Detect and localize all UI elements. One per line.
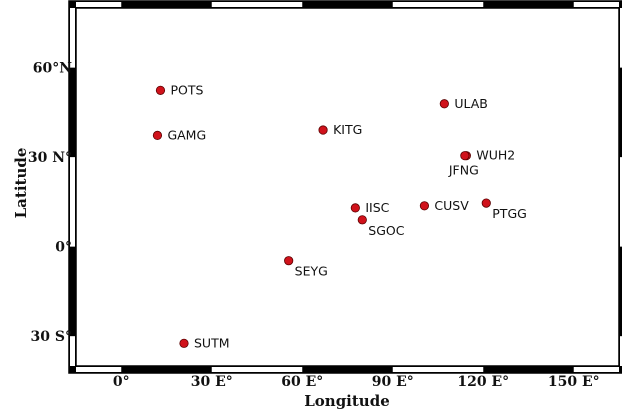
plot-area <box>76 8 619 366</box>
y-tick-label: 60°N <box>33 61 72 77</box>
station-label-seyg: SEYG <box>295 264 328 279</box>
x-tick-label: 120 E° <box>457 374 509 390</box>
y-tick-labels: 60°N 30 N° 0° 30 S° <box>28 61 72 345</box>
station-marker-jfng <box>460 151 470 161</box>
station-marker-seyg <box>284 256 294 266</box>
station-marker-ptgg <box>481 198 491 208</box>
x-tick-label: 150 E° <box>548 374 600 390</box>
station-label-sgoc: SGOC <box>368 223 404 238</box>
station-marker-sgoc <box>357 215 367 225</box>
x-tick-labels: 0° 30 E° 60 E° 90 E° 120 E° 150 E° <box>113 374 600 390</box>
y-tick-label: 0° <box>55 240 72 256</box>
y-axis-label: Latitude <box>12 148 30 219</box>
x-tick-label: 90 E° <box>372 374 414 390</box>
station-marker-cusv <box>419 201 430 211</box>
x-tick-label: 0° <box>113 374 130 390</box>
station-marker-kitg <box>318 125 328 135</box>
x-axis-label: Longitude <box>304 392 390 410</box>
station-marker-sutm <box>179 338 189 348</box>
station-label-kitg: KITG <box>333 122 362 137</box>
checkered-frame <box>68 0 622 374</box>
station-label-ptgg: PTGG <box>492 206 527 221</box>
station-marker-gamg <box>152 130 163 140</box>
station-label-jfng: JFNG <box>448 163 479 178</box>
y-tick-label: 30 N° <box>28 150 72 166</box>
station-label-ulab: ULAB <box>454 96 488 111</box>
x-tick-label: 60 E° <box>281 374 323 390</box>
station-marker-iisc <box>350 203 360 213</box>
x-tick-label: 30 E° <box>191 374 233 390</box>
station-label-pots: POTS <box>170 82 203 97</box>
y-tick-label: 30 S° <box>31 329 72 345</box>
station-label-gamg: GAMG <box>167 127 206 142</box>
station-label-iisc: IISC <box>365 200 389 215</box>
station-marker-pots <box>155 85 166 95</box>
station-marker-ulab <box>439 99 449 109</box>
station-label-wuh2: WUH2 <box>476 148 515 163</box>
station-label-sutm: SUTM <box>194 335 230 350</box>
station-label-cusv: CUSV <box>434 198 469 213</box>
